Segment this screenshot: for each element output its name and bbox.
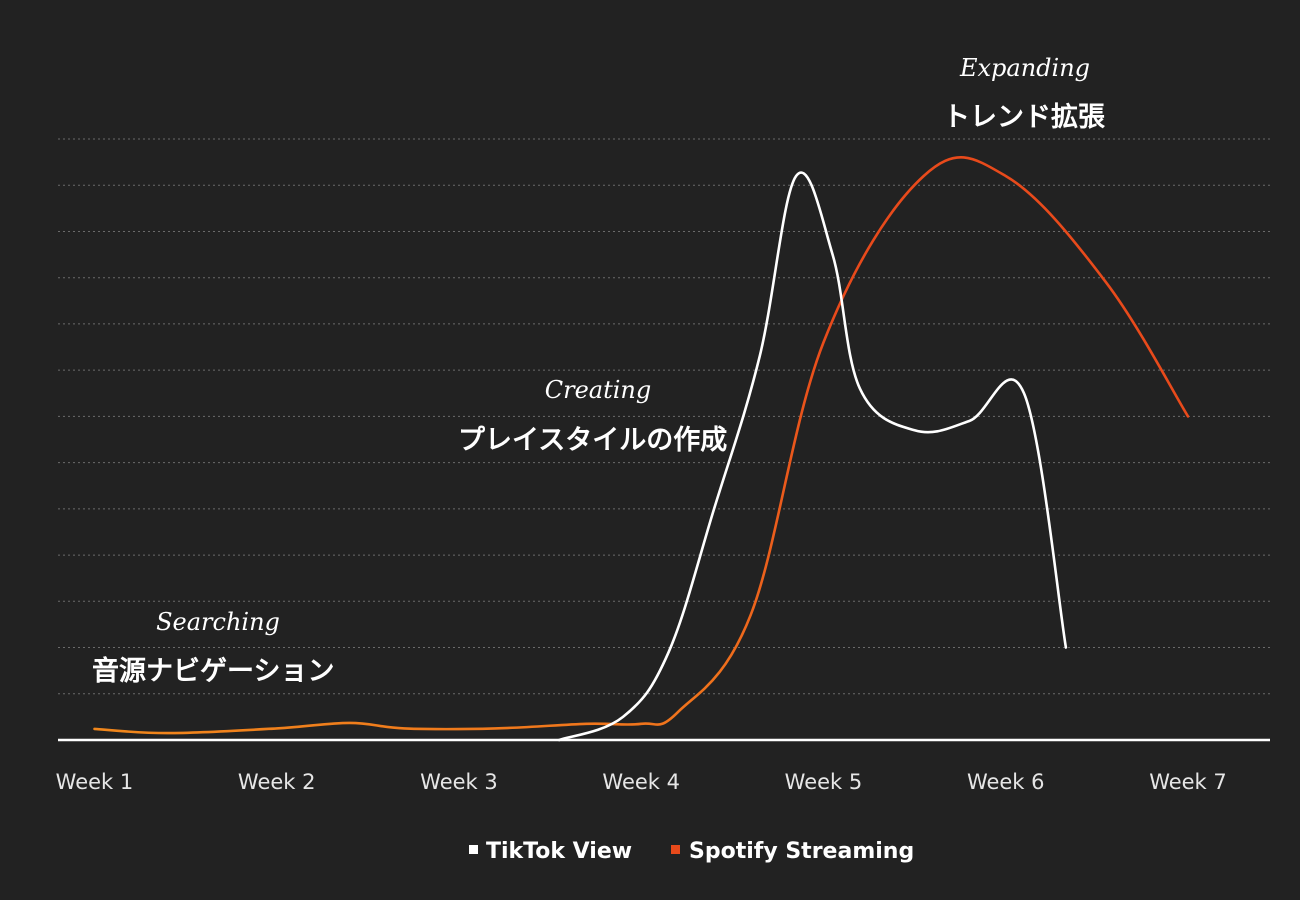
legend-swatch-tiktok-view: [469, 845, 478, 854]
x-tick-label: Week 2: [238, 770, 316, 794]
x-tick-label: Week 6: [967, 770, 1045, 794]
legend: TikTok View Spotify Streaming: [469, 839, 914, 864]
x-tick-labels: Week 1 Week 2 Week 3 Week 4 Week 5 Week 6 Week…: [56, 770, 1227, 794]
legend-label-spotify-streaming: Spotify Streaming: [689, 839, 914, 864]
annotation-creating-en: Creating: [545, 376, 652, 404]
x-tick-label: Week 3: [420, 770, 498, 794]
legend-swatch-spotify-streaming: [671, 845, 680, 854]
x-tick-label: Week 7: [1149, 770, 1227, 794]
annotation-expanding-en: Expanding: [959, 54, 1090, 82]
annotation-expanding-ja: トレンド拡張: [943, 102, 1106, 133]
legend-label-tiktok-view: TikTok View: [486, 839, 632, 864]
x-tick-label: Week 5: [785, 770, 863, 794]
series-lines: [93, 156, 1190, 742]
grid-lines: [58, 138, 1270, 695]
series-line-tiktok-view: [557, 171, 1068, 742]
annotation-searching-en: Searching: [156, 608, 280, 636]
series-line-spotify-streaming: [93, 156, 1190, 735]
annotation-creating-ja: プレイスタイルの作成: [458, 425, 727, 456]
x-tick-label: Week 4: [602, 770, 680, 794]
phase-annotations: Searching 音源ナビゲーション Creating プレイスタイルの作成 …: [92, 54, 1106, 687]
annotation-searching-ja: 音源ナビゲーション: [92, 655, 334, 687]
x-tick-label: Week 1: [56, 770, 134, 794]
